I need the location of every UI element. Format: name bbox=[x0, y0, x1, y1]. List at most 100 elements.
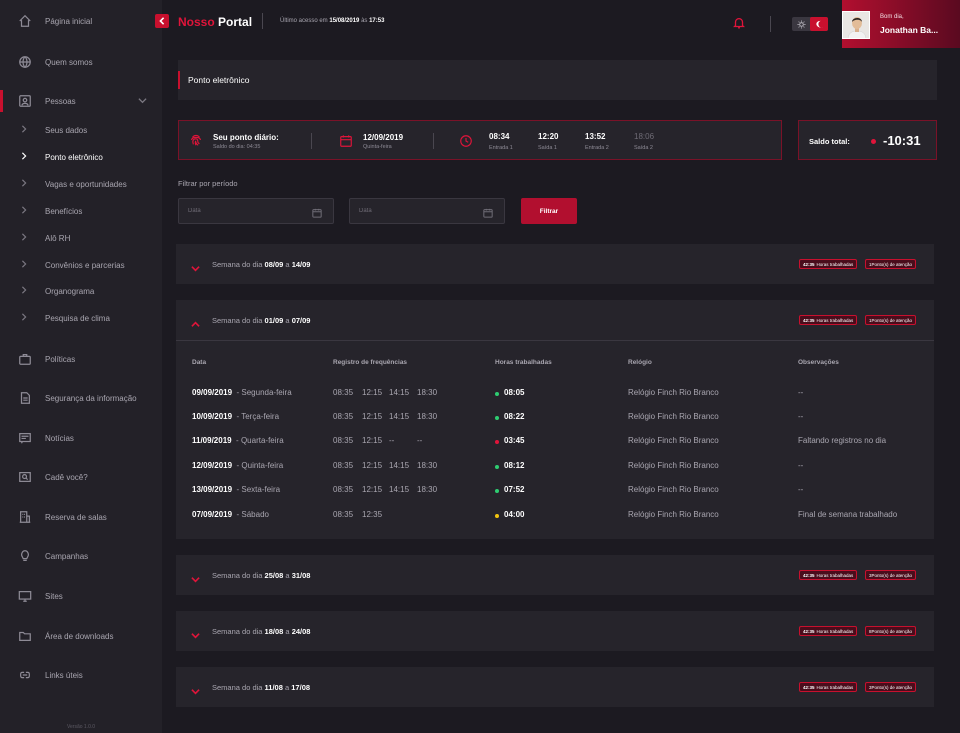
row-clock: Relógio Finch Rio Branco bbox=[628, 461, 719, 470]
sidebar-item-alo-rh[interactable]: Alô RH bbox=[0, 227, 162, 249]
sidebar-item-org-chart[interactable]: Organograma bbox=[0, 280, 162, 302]
user-menu[interactable]: Bom dia, Jonathan Ba... bbox=[842, 0, 960, 48]
row-punch: 12:15 bbox=[362, 461, 383, 470]
dark-mode-button[interactable] bbox=[810, 17, 828, 31]
greeting: Bom dia, bbox=[880, 14, 904, 20]
sidebar-item-climate-survey[interactable]: Pesquisa de clima bbox=[0, 307, 162, 329]
week-panel: Semana do dia 11/08 a 17/08 42:35 Horas tr… bbox=[176, 667, 934, 707]
sidebar-item-people[interactable]: Pessoas bbox=[0, 90, 162, 112]
status-dot bbox=[871, 139, 876, 144]
sidebar-item-benefits[interactable]: Benefícios bbox=[0, 200, 162, 222]
lightbulb-icon bbox=[17, 548, 33, 564]
badge-hours-label: Horas trabalhadas bbox=[816, 684, 854, 690]
badge-hours: 42:35 bbox=[803, 628, 815, 634]
sidebar-item-useful-links[interactable]: Links úteis bbox=[0, 664, 162, 686]
hours-badge: 42:35 Horas trabalhadas bbox=[799, 682, 858, 692]
table-row[interactable]: 11/09/2019 - Quarta-feira 08:35 12:15 -- -- 0… bbox=[176, 436, 934, 450]
sidebar-item-your-data[interactable]: Seus dados bbox=[0, 119, 162, 141]
badge-points: 1 bbox=[869, 317, 872, 323]
last-access: Último acesso em 15/08/2019 às 17:53 bbox=[280, 18, 384, 24]
col-header-date: Data bbox=[192, 359, 207, 366]
sidebar-item-news[interactable]: Notícias bbox=[0, 427, 162, 449]
row-date: 12/09/2019 - Quinta-feira bbox=[192, 461, 284, 470]
row-punch: 12:15 bbox=[362, 388, 383, 397]
row-date: 11/09/2019 - Quarta-feira bbox=[192, 436, 284, 445]
theme-toggle[interactable] bbox=[792, 17, 828, 31]
sidebar: Página inicial Quem somos Pessoas Seus d… bbox=[0, 0, 162, 733]
sidebar-item-label: Pesquisa de clima bbox=[45, 313, 110, 323]
attention-badge: 3 Ponto(s) de atenção bbox=[865, 570, 917, 580]
sidebar-item-home[interactable]: Página inicial bbox=[0, 10, 162, 32]
sidebar-item-security[interactable]: Segurança da informação bbox=[0, 387, 162, 409]
briefcase-icon bbox=[17, 351, 33, 367]
row-hours: 07:52 bbox=[504, 485, 525, 494]
row-date-value: 11/09/2019 bbox=[192, 436, 232, 445]
table-row[interactable]: 10/09/2019 - Terça-feira 08:35 12:15 14:15 1… bbox=[176, 412, 934, 426]
week-to: 31/08 bbox=[291, 571, 311, 580]
row-hours: 04:00 bbox=[504, 510, 525, 519]
end-date-input[interactable] bbox=[349, 198, 505, 224]
brand-second: Portal bbox=[218, 15, 253, 29]
building-icon bbox=[17, 509, 33, 525]
hours-badge: 42:35 Horas trabalhadas bbox=[799, 626, 858, 636]
sidebar-item-about[interactable]: Quem somos bbox=[0, 51, 162, 73]
chevron-left-icon bbox=[159, 17, 165, 25]
punch-weekday: Quinta-feira bbox=[363, 144, 392, 150]
badge-points: 8 bbox=[869, 628, 872, 634]
table-row[interactable]: 07/09/2019 - Sábado 08:35 12:35 04:00 Relógi… bbox=[176, 510, 934, 524]
table-row[interactable]: 13/09/2019 - Sexta-feira 08:35 12:15 14:15 1… bbox=[176, 485, 934, 499]
chevron-right-icon bbox=[20, 152, 30, 162]
week-mid: a bbox=[285, 683, 290, 692]
badge-hours-label: Horas trabalhadas bbox=[816, 628, 854, 634]
chevron-right-icon bbox=[20, 125, 30, 135]
row-notes: -- bbox=[798, 485, 804, 494]
calendar-icon[interactable] bbox=[312, 205, 324, 218]
collapse-sidebar-button[interactable] bbox=[155, 14, 169, 28]
row-clock: Relógio Finch Rio Branco bbox=[628, 412, 719, 421]
row-punch: 18:30 bbox=[417, 412, 438, 421]
week-header[interactable]: Semana do dia 11/08 a 17/08 42:35 Horas tr… bbox=[176, 667, 934, 707]
badge-points-label: Ponto(s) de atenção bbox=[871, 628, 913, 634]
filter-button[interactable]: Filtrar bbox=[521, 198, 577, 224]
chevron-up-icon bbox=[191, 316, 200, 334]
start-date-input[interactable] bbox=[178, 198, 334, 224]
row-weekday: Terça-feira bbox=[241, 412, 280, 421]
calendar-icon[interactable] bbox=[483, 205, 495, 218]
sidebar-item-policies[interactable]: Políticas bbox=[0, 348, 162, 370]
brand-first: Nosso bbox=[178, 15, 215, 29]
sidebar-item-partnerships[interactable]: Convênios e parcerias bbox=[0, 254, 162, 276]
week-header[interactable]: Semana do dia 01/09 a 07/09 42:35 Horas tr… bbox=[176, 300, 934, 340]
badge-hours-label: Horas trabalhadas bbox=[816, 317, 854, 323]
week-header[interactable]: Semana do dia 08/09 a 14/09 42:35 Horas tr… bbox=[176, 244, 934, 284]
sidebar-item-where-are-you[interactable]: Cadê você? bbox=[0, 466, 162, 488]
sidebar-item-sites[interactable]: Sites bbox=[0, 585, 162, 607]
hours-badge: 42:35 Horas trabalhadas bbox=[799, 570, 858, 580]
punch-date: 12/09/2019 bbox=[363, 133, 404, 142]
avatar bbox=[842, 11, 870, 39]
table-row[interactable]: 12/09/2019 - Quinta-feira 08:35 12:15 14:15… bbox=[176, 461, 934, 475]
week-to: 17/08 bbox=[291, 683, 311, 692]
row-punch: 12:15 bbox=[362, 436, 383, 445]
sidebar-item-ponto-eletronico[interactable]: Ponto eletrônico bbox=[0, 146, 162, 168]
sidebar-item-campaigns[interactable]: Campanhas bbox=[0, 545, 162, 567]
week-from: 11/08 bbox=[264, 683, 283, 692]
row-punch: 08:35 bbox=[333, 388, 354, 397]
total-balance-card: Saldo total: -10:31 bbox=[798, 120, 937, 160]
week-header[interactable]: Semana do dia 25/08 a 31/08 42:35 Horas tr… bbox=[176, 555, 934, 595]
row-punch: 14:15 bbox=[389, 412, 410, 421]
sidebar-item-downloads[interactable]: Área de downloads bbox=[0, 625, 162, 647]
sidebar-item-jobs[interactable]: Vagas e oportunidades bbox=[0, 173, 162, 195]
brand-logo[interactable]: Nosso Portal bbox=[178, 15, 252, 29]
sidebar-item-label: Reserva de salas bbox=[45, 512, 107, 522]
notifications-button[interactable] bbox=[732, 16, 746, 35]
filter-label: Filtrar por período bbox=[178, 179, 238, 188]
table-row[interactable]: 09/09/2019 - Segunda-feira 08:35 12:15 14:1… bbox=[176, 388, 934, 402]
light-mode-button[interactable] bbox=[792, 17, 810, 31]
daily-punch-card: Seu ponto diário: Saldo do dia: 04:35 12… bbox=[178, 120, 782, 160]
row-date: 13/09/2019 - Sexta-feira bbox=[192, 485, 281, 494]
sidebar-item-room-booking[interactable]: Reserva de salas bbox=[0, 506, 162, 528]
sidebar-item-label: Segurança da informação bbox=[45, 393, 137, 403]
badge-points-label: Ponto(s) de atenção bbox=[871, 261, 913, 267]
week-header[interactable]: Semana do dia 18/08 a 24/08 42:35 Horas tr… bbox=[176, 611, 934, 651]
row-clock: Relógio Finch Rio Branco bbox=[628, 510, 719, 519]
